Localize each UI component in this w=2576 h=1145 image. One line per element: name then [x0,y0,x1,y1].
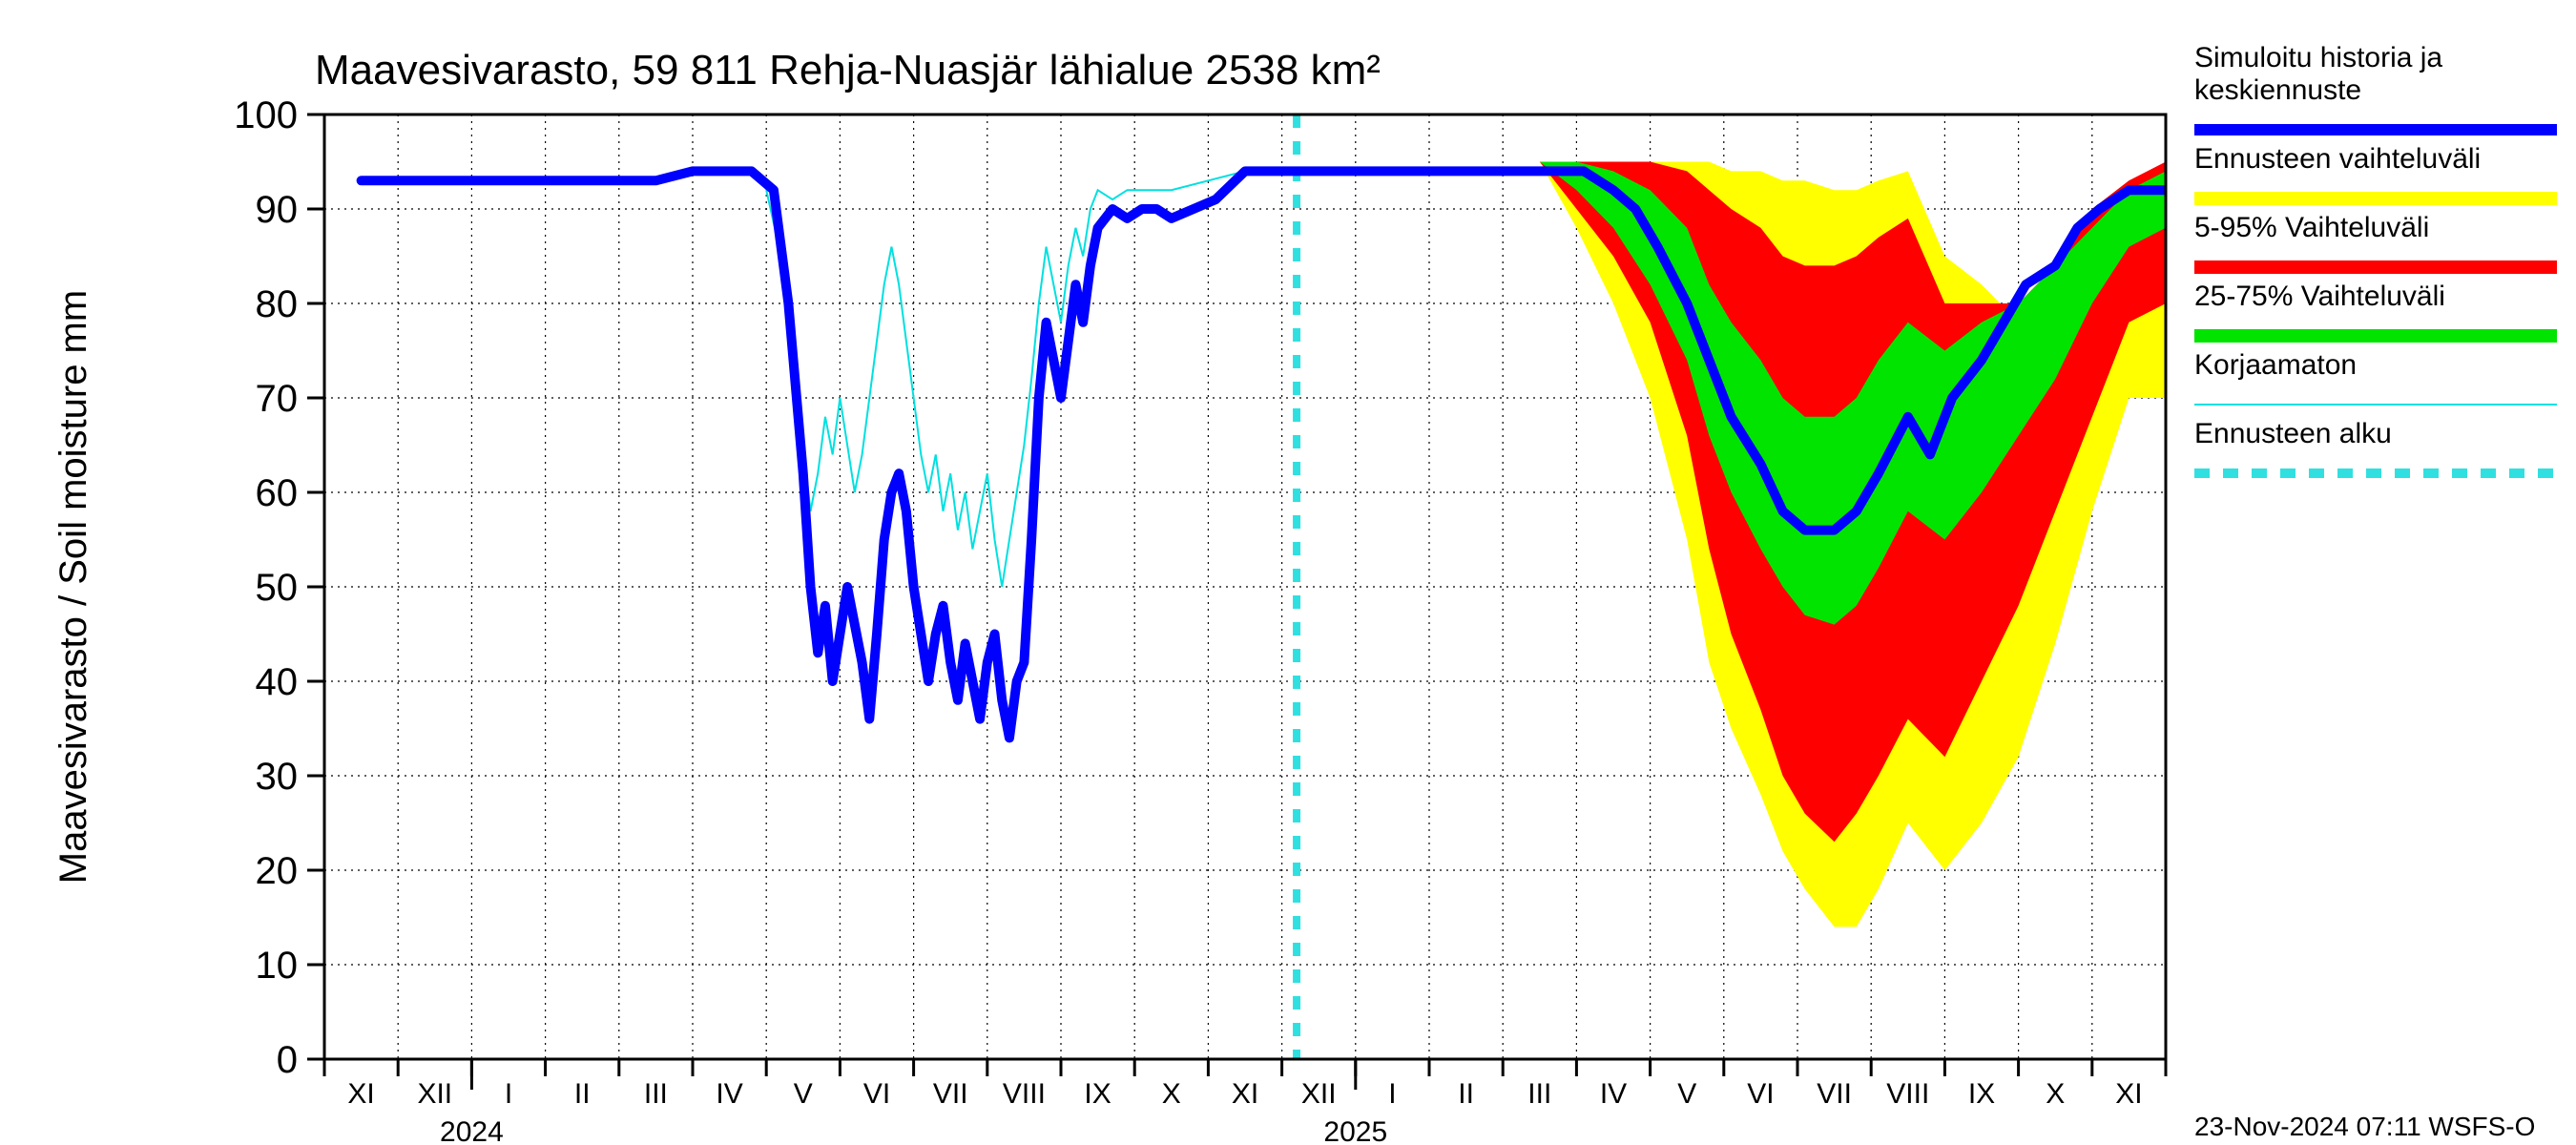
svg-text:XI: XI [347,1078,374,1110]
svg-text:IV: IV [716,1078,742,1110]
svg-text:III: III [1527,1078,1551,1110]
svg-text:II: II [574,1078,591,1110]
svg-text:100: 100 [234,94,298,136]
svg-text:XII: XII [1301,1078,1337,1110]
svg-text:Simuloitu historia ja: Simuloitu historia ja [2194,42,2442,73]
svg-text:V: V [794,1078,813,1110]
svg-text:III: III [644,1078,668,1110]
svg-text:VIII: VIII [1886,1078,1929,1110]
svg-text:XI: XI [1232,1078,1258,1110]
svg-text:VIII: VIII [1003,1078,1046,1110]
svg-text:60: 60 [256,472,299,514]
footer-timestamp: 23-Nov-2024 07:11 WSFS-O [2194,1112,2535,1141]
svg-text:VII: VII [933,1078,968,1110]
svg-text:Korjaamaton: Korjaamaton [2194,349,2357,381]
svg-text:70: 70 [256,378,299,420]
svg-text:20: 20 [256,850,299,892]
svg-text:IX: IX [1084,1078,1111,1110]
svg-text:2024: 2024 [440,1116,504,1145]
y-axis-label: Maavesivarasto / Soil moisture mm [52,290,94,884]
svg-text:VII: VII [1817,1078,1852,1110]
svg-text:I: I [505,1078,512,1110]
svg-text:10: 10 [256,945,299,987]
svg-text:I: I [1388,1078,1396,1110]
svg-text:80: 80 [256,283,299,325]
svg-text:XII: XII [417,1078,452,1110]
svg-text:90: 90 [256,189,299,231]
svg-text:0: 0 [277,1039,298,1081]
svg-text:Ennusteen vaihteluväli: Ennusteen vaihteluväli [2194,143,2481,175]
svg-text:5-95% Vaihteluväli: 5-95% Vaihteluväli [2194,212,2429,243]
svg-text:X: X [2046,1078,2065,1110]
svg-text:X: X [1162,1078,1181,1110]
svg-text:Maavesivarasto, 59 811 Rehja-N: Maavesivarasto, 59 811 Rehja-Nuasjär läh… [315,47,1381,94]
svg-text:VI: VI [863,1078,890,1110]
svg-text:IX: IX [1968,1078,1995,1110]
svg-text:IV: IV [1600,1078,1627,1110]
svg-text:VI: VI [1747,1078,1774,1110]
svg-text:Ennusteen alku: Ennusteen alku [2194,418,2392,449]
svg-text:40: 40 [256,661,299,703]
svg-text:V: V [1677,1078,1696,1110]
svg-text:25-75% Vaihteluväli: 25-75% Vaihteluväli [2194,281,2445,312]
svg-text:keskiennuste: keskiennuste [2194,74,2361,106]
svg-text:2025: 2025 [1323,1116,1387,1145]
chart-root: 0102030405060708090100XIXIII2024IIIIIIVV… [0,0,2576,1145]
svg-text:50: 50 [256,567,299,609]
svg-text:XI: XI [2115,1078,2142,1110]
svg-text:II: II [1458,1078,1474,1110]
svg-text:30: 30 [256,756,299,798]
